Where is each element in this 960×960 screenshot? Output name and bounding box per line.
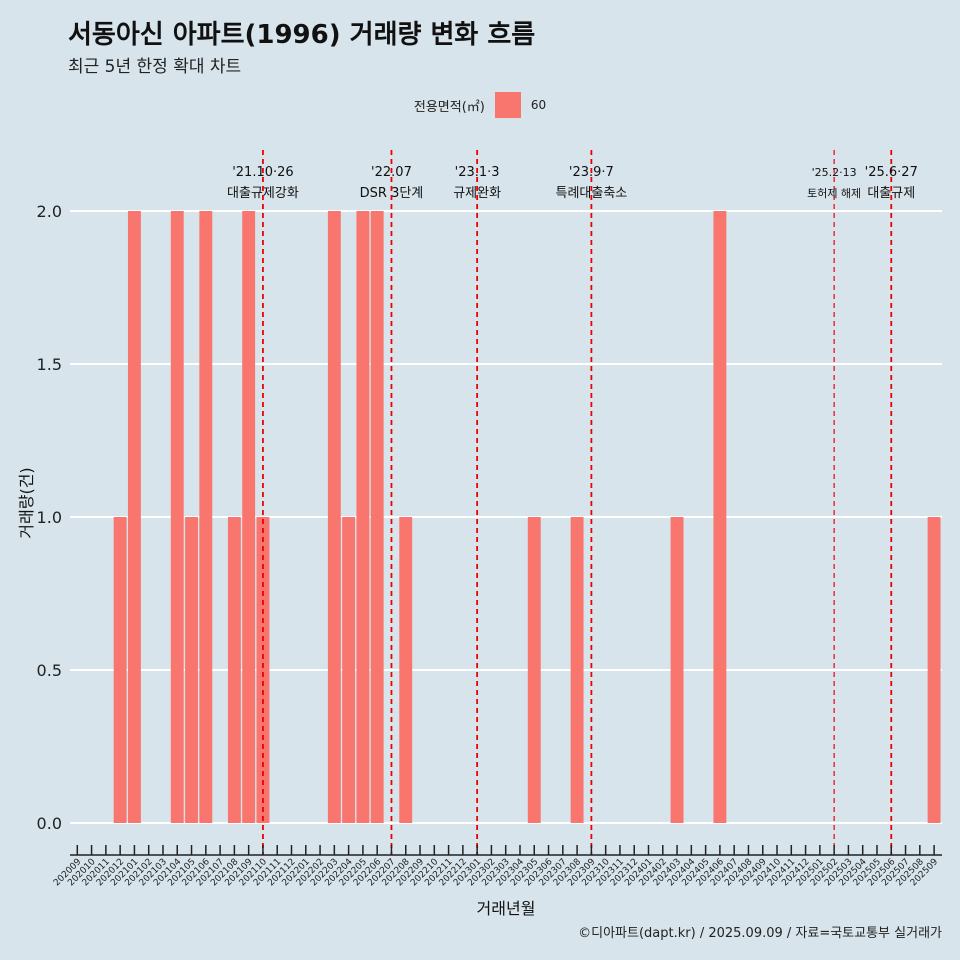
caption: ©디아파트(dapt.kr) / 2025.09.09 / 자료=국토교통부 실…	[578, 926, 942, 941]
y-tick-label: 1.0	[37, 508, 62, 527]
bar	[185, 517, 198, 823]
bar	[342, 517, 356, 823]
bar	[256, 517, 270, 823]
bar	[927, 517, 941, 823]
legend-key	[494, 92, 521, 118]
event-label: 규제완화	[453, 186, 501, 201]
bar	[670, 517, 684, 823]
bar	[170, 211, 184, 823]
bar	[713, 211, 727, 823]
bar	[327, 211, 341, 823]
event-label: 대출규제강화	[227, 186, 299, 201]
bar	[527, 517, 541, 823]
event-label: 대출규제	[867, 186, 915, 201]
bar	[570, 517, 584, 823]
event-date-label: '23.9·7	[569, 165, 614, 180]
legend: 전용면적(㎡) 60	[0, 92, 960, 118]
chart-title: 서동아신 아파트(1996) 거래량 변화 흐름	[68, 20, 536, 50]
event-date-label: '21.10·26	[232, 165, 293, 180]
event-date-label: '23.1·3	[455, 165, 500, 180]
y-tick-label: 0.0	[37, 814, 62, 833]
y-tick-label: 2.0	[37, 202, 62, 221]
event-label: DSR 3단계	[360, 186, 424, 201]
legend-label: 60	[530, 98, 547, 112]
event-date-label: '25.6·27	[865, 165, 918, 180]
bar	[127, 211, 141, 823]
event-label: 토허제 해제	[807, 186, 861, 200]
bar	[113, 517, 127, 823]
bar	[242, 211, 256, 823]
x-axis-title: 거래년월	[477, 899, 536, 918]
chart-subtitle: 최근 5년 한정 확대 차트	[68, 57, 242, 77]
event-date-label: '22.07	[371, 165, 412, 180]
bar	[370, 211, 384, 823]
y-tick-label: 0.5	[37, 661, 62, 680]
event-date-label: '25.2·13	[812, 166, 857, 179]
bar	[227, 517, 241, 823]
bar	[356, 211, 370, 823]
bar	[199, 211, 213, 823]
event-label: 특례대출축소	[555, 186, 627, 201]
bar	[399, 517, 413, 823]
y-tick-label: 1.5	[37, 355, 62, 374]
legend-title: 전용면적(㎡)	[413, 99, 485, 115]
y-axis-title: 거래량(건)	[17, 467, 36, 538]
